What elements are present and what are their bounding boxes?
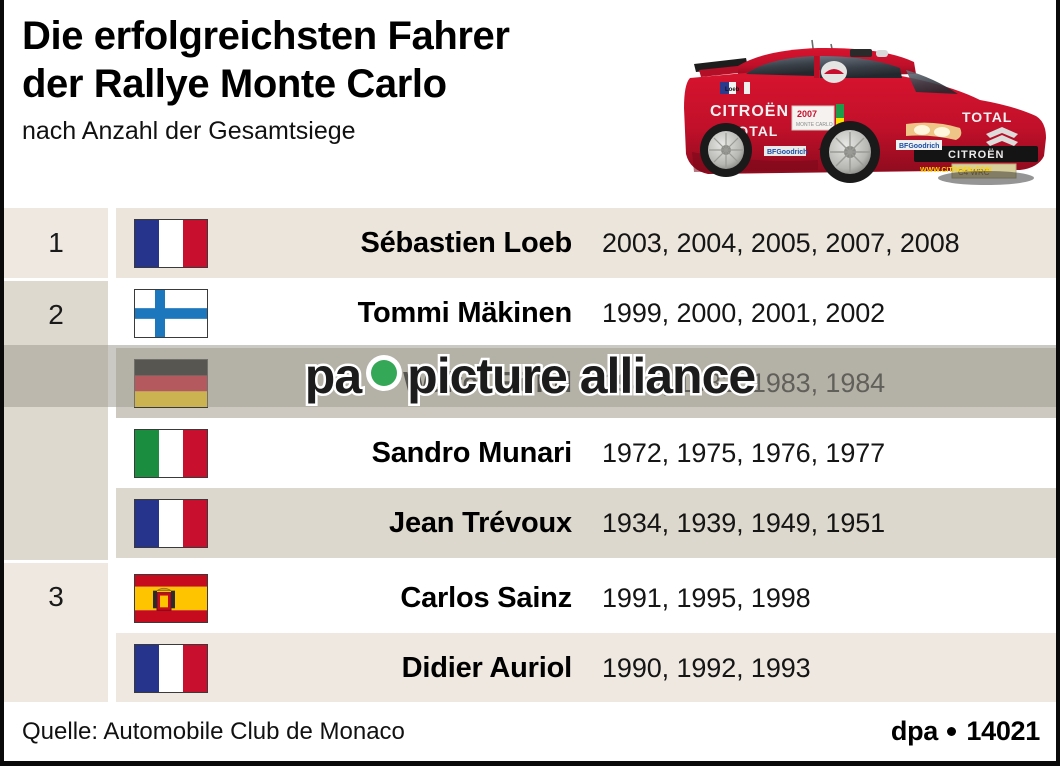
flag-france-icon xyxy=(134,218,208,268)
rank-cell-1: 1 xyxy=(4,208,108,278)
frame-border-bottom xyxy=(0,761,1060,766)
flag-spain-icon xyxy=(134,573,208,623)
win-years: 1999, 2000, 2001, 2002 xyxy=(602,297,886,328)
win-years: 1991, 1995, 1998 xyxy=(602,582,811,613)
flag-germany-icon xyxy=(134,358,208,408)
header: Die erfolgreichsten Fahrer der Rallye Mo… xyxy=(22,12,722,146)
win-years: 1990, 1992, 1993 xyxy=(602,652,811,683)
win-years: 1934, 1939, 1949, 1951 xyxy=(602,507,886,538)
table-row: Didier Auriol 1990, 1992, 1993 xyxy=(116,633,1056,703)
driver-name: Jean Trévoux xyxy=(389,506,572,539)
frame-border-left xyxy=(0,0,4,766)
driver-name: Walter Röhrl xyxy=(403,366,572,399)
rows-column: Sébastien Loeb 2003, 2004, 2005, 2007, 2… xyxy=(116,205,1056,703)
svg-text:CITROËN: CITROËN xyxy=(710,102,789,120)
rank-cell-2: 2 xyxy=(4,281,108,560)
driver-name: Tommi Mäkinen xyxy=(357,296,573,329)
dpa-graphic-number: 14021 xyxy=(966,716,1040,746)
rank-label: 2 xyxy=(48,299,64,330)
table-row: Carlos Sainz 1991, 1995, 1998 xyxy=(116,563,1056,633)
table-row: Tommi Mäkinen 1999, 2000, 2001, 2002 xyxy=(116,278,1056,348)
svg-text:2007: 2007 xyxy=(797,109,817,119)
flag-italy-icon xyxy=(134,428,208,478)
frame-border-right xyxy=(1056,0,1060,766)
dpa-credit: dpa 14021 xyxy=(891,716,1040,747)
dpa-dot-icon xyxy=(947,726,957,736)
rally-car-photo: CITROËN TOTAL Loeb 2007 MONTE CARLO TOTA… xyxy=(668,22,1050,200)
svg-text:CITROËN: CITROËN xyxy=(948,148,1005,161)
page-title-line-1: Die erfolgreichsten Fahrer xyxy=(22,14,510,58)
source-note: Quelle: Automobile Club de Monaco xyxy=(22,718,405,745)
win-years: 1972, 1975, 1976, 1977 xyxy=(602,437,886,468)
svg-text:MONTE CARLO: MONTE CARLO xyxy=(796,122,833,128)
rank-column: 1 2 3 xyxy=(4,205,108,702)
page-title-line-2: der Rallye Monte Carlo xyxy=(22,62,447,106)
win-years: 2003, 2004, 2005, 2007, 2008 xyxy=(602,227,960,258)
driver-name: Carlos Sainz xyxy=(400,581,572,614)
dpa-brand-label: dpa xyxy=(890,716,938,746)
table-row: Jean Trévoux 1934, 1939, 1949, 1951 xyxy=(116,488,1056,558)
svg-text:BFGoodrich: BFGoodrich xyxy=(767,149,807,156)
page-subtitle: nach Anzahl der Gesamtsiege xyxy=(22,117,356,145)
table-row: Sandro Munari 1972, 1975, 1976, 1977 xyxy=(116,418,1056,488)
rank-label: 1 xyxy=(48,227,64,258)
flag-france-icon xyxy=(134,498,208,548)
table-row: Walter Röhrl 1980, 1982, 1983, 1984 xyxy=(116,348,1056,418)
table-row: Sébastien Loeb 2003, 2004, 2005, 2007, 2… xyxy=(116,208,1056,278)
flag-france-icon xyxy=(134,643,208,693)
svg-text:WWW.CITROEN.COM: WWW.CITROEN.COM xyxy=(920,167,991,174)
flag-finland-icon xyxy=(134,288,208,338)
driver-name: Sébastien Loeb xyxy=(360,226,572,259)
rank-cell-3: 3 xyxy=(4,563,108,702)
drivers-table: 1 2 3 Sébastien Loeb 20 xyxy=(4,205,1056,703)
driver-name: Sandro Munari xyxy=(371,436,573,469)
rank-label: 3 xyxy=(48,581,64,612)
driver-name: Didier Auriol xyxy=(401,651,573,684)
svg-text:BFGoodrich: BFGoodrich xyxy=(899,143,939,150)
svg-text:TOTAL: TOTAL xyxy=(962,109,1012,125)
svg-text:Loeb: Loeb xyxy=(725,87,740,93)
win-years: 1980, 1982, 1983, 1984 xyxy=(602,367,886,398)
footer: Quelle: Automobile Club de Monaco dpa 14… xyxy=(4,702,1056,761)
